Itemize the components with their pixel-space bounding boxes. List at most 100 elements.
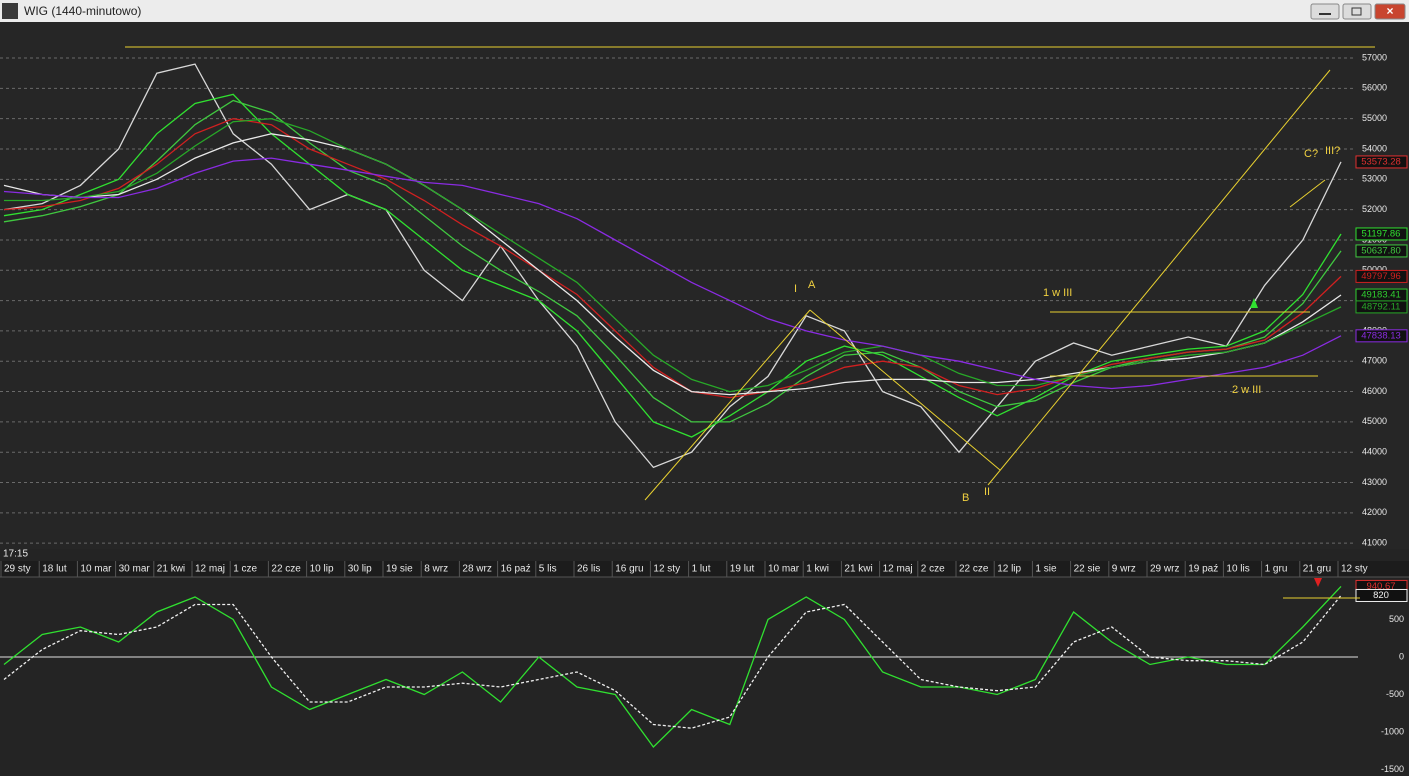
x-tick-label: 19 lut [730, 564, 755, 575]
series-line [3, 63, 1342, 469]
x-tick-label: 5 lis [539, 564, 557, 575]
x-tick-label: 12 sty [1341, 564, 1368, 575]
x-tick-label: 10 mar [80, 564, 112, 575]
last-value-box [1355, 269, 1408, 283]
series-line [3, 93, 1342, 438]
last-value-label: 940.67 [1366, 581, 1395, 592]
y-tick-label: -500 [1386, 689, 1404, 699]
x-tick-label: 10 lis [1226, 564, 1249, 575]
x-tick-label: 22 cze [271, 564, 301, 575]
x-tick-label: 19 paź [1188, 564, 1218, 575]
title-bar [0, 0, 1409, 22]
y-tick-label: 57000 [1362, 52, 1387, 62]
last-value-label: 47838.13 [1361, 330, 1401, 341]
last-value-box [1355, 329, 1408, 343]
last-value-label: 49183.41 [1361, 290, 1401, 301]
y-tick-label: 54000 [1362, 143, 1387, 153]
x-tick-label: 1 gru [1265, 564, 1288, 575]
last-value-box [1355, 588, 1408, 602]
x-tick-label: 29 sty [4, 564, 31, 575]
annotation: III? [1325, 145, 1340, 157]
app-icon [2, 3, 18, 19]
y-tick-label: 52000 [1362, 204, 1387, 214]
last-value-label: 820 [1373, 590, 1389, 601]
y-tick-label: 500 [1389, 614, 1404, 624]
series-line [3, 595, 1342, 729]
x-tick-label: 12 lip [997, 564, 1021, 575]
annotation: 2 w III [1232, 384, 1261, 396]
restore-icon [1351, 7, 1362, 16]
x-tick-label: 21 kwi [157, 564, 185, 575]
y-tick-label: 42000 [1362, 507, 1387, 517]
series-line [4, 118, 1342, 393]
annotation: II [984, 486, 990, 498]
last-value-label: 51197.86 [1362, 228, 1401, 239]
x-tick-label: 29 wrz [1150, 564, 1179, 575]
x-tick-label: 1 lut [692, 564, 711, 575]
close-button[interactable] [1374, 3, 1406, 20]
y-tick-label: -1000 [1381, 726, 1404, 736]
series-line [3, 585, 1342, 748]
annotation: B [962, 492, 969, 504]
last-value-label: 49797.96 [1361, 271, 1401, 282]
y-tick-label: 41000 [1362, 538, 1387, 548]
x-tick-label: 1 kwi [806, 564, 829, 575]
x-tick-label: 21 gru [1303, 564, 1331, 575]
window-title: WIG (1440-minutowo) [24, 4, 141, 18]
last-value-box [1355, 227, 1408, 241]
series-line [3, 157, 1342, 390]
minimize-button[interactable] [1310, 3, 1340, 20]
y-tick-label: 0 [1399, 651, 1404, 661]
y-tick-label: 55000 [1362, 113, 1387, 123]
y-tick-label: 47000 [1362, 356, 1387, 366]
x-tick-label: 28 wrz [462, 564, 491, 575]
annotation: A [808, 279, 816, 291]
x-tick-label: 9 wrz [1112, 564, 1136, 575]
date-axis [0, 561, 1409, 577]
annotation: I [794, 283, 797, 295]
annotation: C? [1304, 148, 1318, 160]
trend-line [809, 309, 1001, 471]
x-tick-label: 1 sie [1035, 564, 1057, 575]
x-tick-label: 16 gru [615, 564, 643, 575]
price-pane [0, 22, 1409, 549]
last-value-box [1355, 155, 1408, 169]
x-tick-label: 12 maj [195, 564, 225, 575]
sell-marker [1314, 578, 1322, 587]
y-tick-label: 45000 [1362, 416, 1387, 426]
x-tick-label: 30 lip [348, 564, 372, 575]
close-icon: × [1386, 4, 1393, 18]
time-label: 17:15 [3, 549, 28, 560]
x-tick-label: 8 wrz [424, 564, 448, 575]
last-value-label: 48792.11 [1362, 301, 1401, 312]
series-line [3, 118, 1342, 399]
x-tick-label: 22 cze [959, 564, 989, 575]
trend-line [1289, 179, 1326, 208]
x-tick-label: 21 kwi [844, 564, 872, 575]
y-tick-label: 46000 [1362, 386, 1387, 396]
y-tick-label: 53000 [1362, 174, 1387, 184]
y-tick-label: 50000 [1362, 265, 1387, 275]
last-value-box [1355, 244, 1408, 258]
x-tick-label: 1 cze [233, 564, 257, 575]
x-tick-label: 18 lut [42, 564, 67, 575]
x-tick-label: 26 lis [577, 564, 600, 575]
trend-line [644, 309, 811, 501]
x-tick-label: 10 lip [310, 564, 334, 575]
last-value-label: 53573.28 [1361, 156, 1401, 167]
y-tick-label: -1500 [1381, 764, 1404, 774]
x-tick-label: 16 paź [501, 564, 531, 575]
x-tick-label: 30 mar [119, 564, 151, 575]
restore-button[interactable] [1342, 3, 1372, 20]
x-tick-label: 10 mar [768, 564, 800, 575]
y-tick-label: 43000 [1362, 477, 1387, 487]
x-tick-label: 2 cze [921, 564, 945, 575]
last-value-box [1355, 300, 1408, 314]
x-tick-label: 12 maj [883, 564, 913, 575]
x-tick-label: 12 sty [653, 564, 680, 575]
y-tick-label: 44000 [1362, 447, 1387, 457]
trend-line [987, 69, 1331, 486]
last-value-label: 50637.80 [1361, 245, 1401, 256]
